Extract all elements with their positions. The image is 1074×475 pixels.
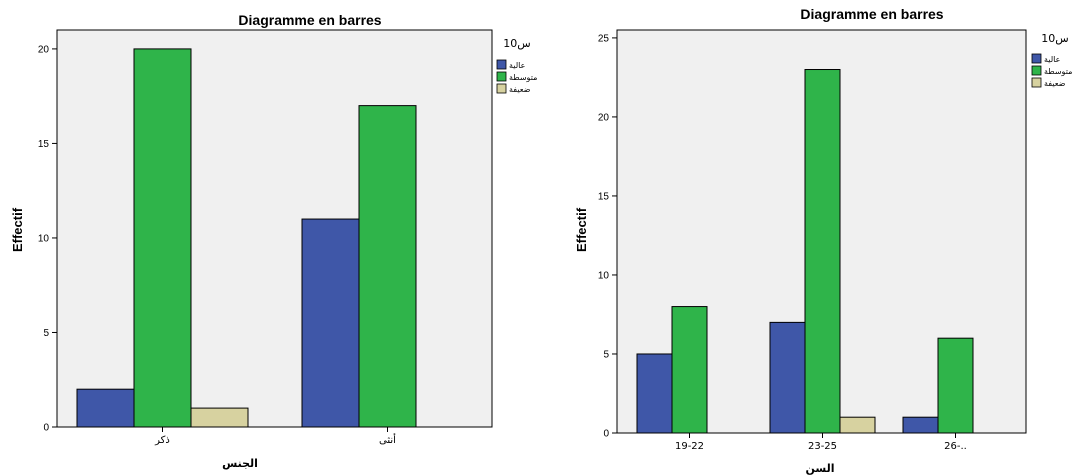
legend-swatch (1031, 65, 1042, 76)
x-tick-label: 26-.. (944, 441, 967, 452)
legend-label: عالية (509, 61, 525, 70)
bar-chart-gender: Diagramme en barres Effectif الجنس 0 5 10 15 20… (10, 12, 537, 470)
y-tick-label: 15 (598, 191, 610, 202)
y-tick-label: 10 (598, 270, 610, 281)
x-tick-label: أنثى (379, 433, 396, 446)
y-tick-label: 0 (603, 429, 609, 440)
legend-label: متوسطة (509, 73, 537, 82)
bar (190, 407, 249, 428)
y-tick-label: 0 (43, 423, 49, 434)
y-tick-label: 20 (598, 112, 610, 123)
bar (937, 337, 974, 434)
x-axis-label: الجنس (222, 457, 258, 470)
bar (769, 321, 806, 434)
chart-title: Diagramme en barres (238, 12, 381, 28)
y-tick-label: 15 (38, 139, 50, 150)
y-tick-label: 25 (598, 33, 610, 44)
legend-swatch (496, 71, 507, 82)
bar (133, 48, 192, 428)
bar (301, 218, 360, 428)
x-tick-label: ذكر (154, 435, 170, 446)
x-axis-label: السن (806, 462, 835, 475)
bar (839, 416, 876, 434)
x-tick-label: 19-22 (675, 441, 704, 452)
legend-label: متوسطة (1044, 67, 1072, 76)
bar (76, 388, 135, 428)
x-tick-label: 23-25 (808, 441, 837, 452)
y-axis-label: Effectif (574, 207, 589, 252)
bar (671, 306, 708, 434)
chart-title: Diagramme en barres (800, 6, 943, 22)
legend-swatch (1031, 77, 1042, 88)
bar (358, 105, 417, 428)
legend-label: ضعيفة (509, 85, 531, 94)
bar-chart-age: Diagramme en barres Effectif السن 0 5 10 15 20 2… (574, 6, 1072, 475)
legend-label: عالية (1044, 55, 1060, 64)
y-tick-label: 5 (43, 328, 49, 339)
legend-title: س10 (1041, 32, 1068, 45)
legend-label: ضعيفة (1044, 79, 1066, 88)
plot-area (56, 29, 493, 428)
legend-swatch (1031, 53, 1042, 64)
legend-swatch (496, 59, 507, 70)
y-tick-label: 10 (38, 233, 50, 244)
y-tick-label: 5 (603, 349, 609, 360)
bar (636, 353, 673, 434)
legend-swatch (496, 83, 507, 94)
y-axis-label: Effectif (10, 207, 25, 252)
bar (804, 69, 841, 434)
y-tick-label: 20 (38, 44, 50, 55)
bar (902, 416, 939, 434)
legend-title: س10 (503, 37, 530, 50)
